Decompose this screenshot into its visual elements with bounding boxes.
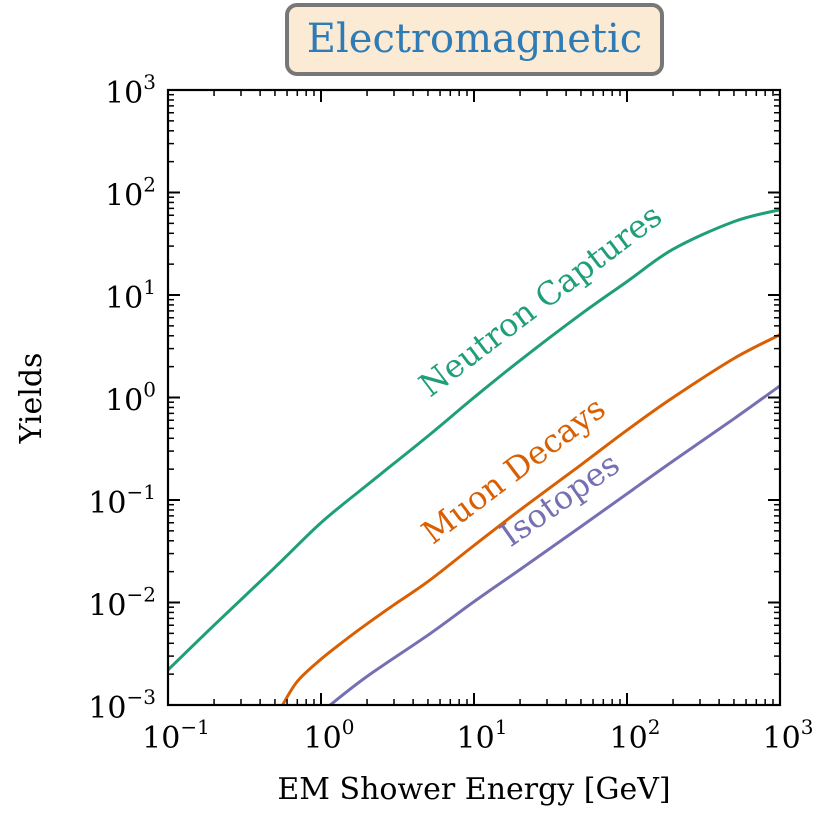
title-box xyxy=(285,3,664,76)
x-tick-label: 100 xyxy=(304,715,355,756)
y-tick-labels: 10−3 10−2 10−1 100 101 102 103 xyxy=(88,70,156,726)
curve-muon-decays xyxy=(280,333,780,705)
y-tick-label: 100 xyxy=(105,378,156,419)
x-tick-label: 102 xyxy=(610,715,661,756)
plot-frame xyxy=(166,88,782,707)
y-tick-label: 10−1 xyxy=(88,480,156,521)
y-axis-label: Yields xyxy=(14,353,49,445)
x-axis-label: EM Shower Energy [GeV] xyxy=(277,772,670,807)
y-tick-label: 10−3 xyxy=(88,685,156,726)
x-tick-label: 101 xyxy=(457,715,508,756)
x-tick-labels: 10−1 100 101 102 103 xyxy=(142,715,813,756)
x-tick-label: 103 xyxy=(763,715,814,756)
label-neutron-captures: Neutron Captures xyxy=(412,196,669,404)
x-tick-label: 10−1 xyxy=(142,715,210,756)
curves-group xyxy=(168,208,780,705)
y-tick-label: 101 xyxy=(105,275,156,316)
y-tick-label: 10−2 xyxy=(88,583,156,624)
curve-neutron-captures xyxy=(168,208,780,671)
title-group: Electromagnetic xyxy=(285,3,664,76)
y-tick-label: 102 xyxy=(105,173,156,214)
y-tick-label: 103 xyxy=(105,70,156,111)
chart-title: Electromagnetic xyxy=(307,16,642,62)
curve-isotopes xyxy=(327,384,780,705)
